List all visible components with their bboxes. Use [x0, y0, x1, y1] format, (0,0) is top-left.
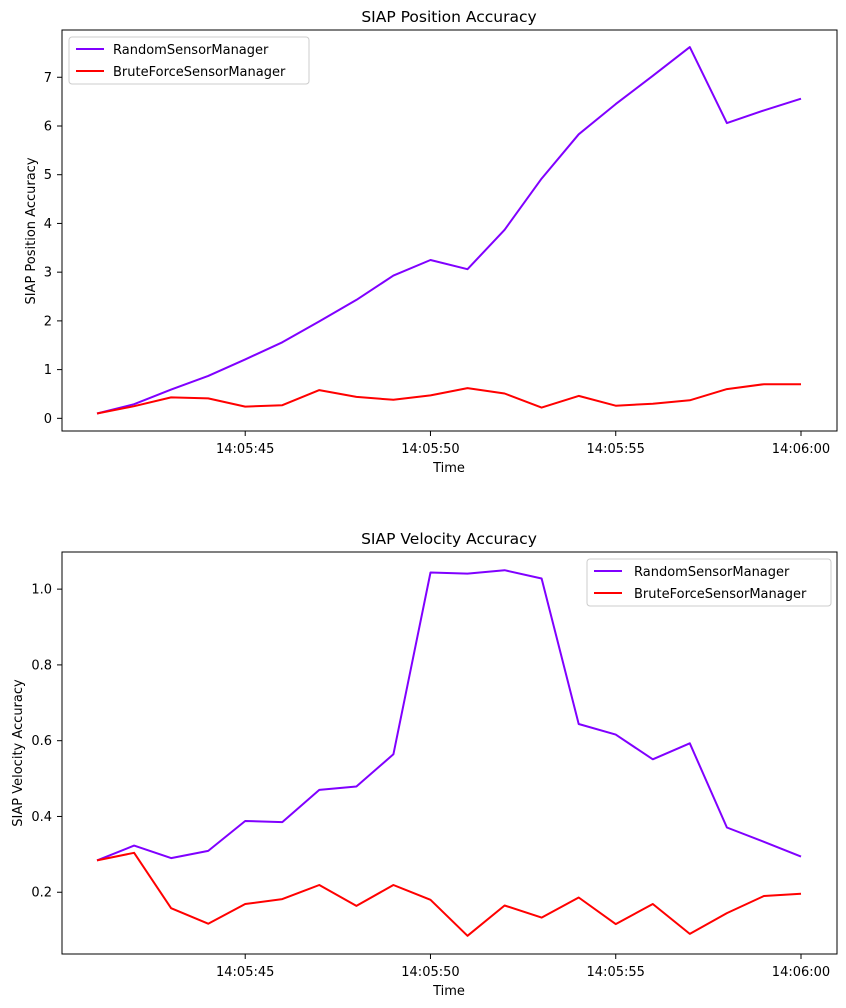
x-tick-label: 14:06:00: [772, 965, 830, 980]
y-tick-label: 0.8: [31, 658, 52, 673]
series-line-random: [96, 46, 802, 415]
series-line-bruteforce: [96, 851, 802, 937]
y-tick-label: 4: [44, 217, 52, 232]
legend-label-bruteforce: BruteForceSensorManager: [634, 587, 807, 602]
legend-frame: [586, 558, 832, 607]
plot-area: [61, 29, 838, 432]
y-tick-label: 1: [44, 363, 52, 378]
position-accuracy-chart: SIAP Position Accuracy 0 1 2 3 4 5 6 7 14:05:45…: [24, 8, 838, 476]
chart-title: SIAP Velocity Accuracy: [361, 530, 537, 548]
legend-frame: [68, 36, 310, 85]
plot-area: [61, 551, 838, 955]
velocity-accuracy-chart: SIAP Velocity Accuracy 0.2 0.4 0.6 0.8 1.0 1…: [11, 530, 838, 999]
y-tick-label: 3: [44, 266, 52, 281]
y-tick-label: 0.2: [31, 886, 52, 901]
x-tick-label: 14:05:50: [401, 965, 459, 980]
y-tick-label: 7: [44, 71, 52, 86]
legend: RandomSensorManager BruteForceSensorMana…: [68, 36, 310, 85]
y-tick-label: 6: [44, 119, 52, 134]
chart-title: SIAP Position Accuracy: [361, 8, 536, 26]
x-tick-label: 14:05:55: [587, 965, 645, 980]
y-axis-label: SIAP Velocity Accuracy: [11, 679, 26, 827]
y-tick-label: 0.4: [31, 810, 52, 825]
x-tick-label: 14:05:55: [587, 442, 645, 457]
y-tick-label: 0: [44, 412, 52, 427]
x-tick-label: 14:05:45: [216, 442, 274, 457]
y-tick-label: 5: [44, 168, 52, 183]
series-line-random: [96, 569, 802, 862]
y-tick-label: 0.6: [31, 734, 52, 749]
x-axis-label: Time: [432, 461, 465, 476]
x-tick-label: 14:05:50: [401, 442, 459, 457]
series-line-bruteforce: [96, 383, 801, 415]
y-tick-label: 1.0: [31, 583, 52, 598]
y-tick-label: 2: [44, 314, 52, 329]
legend-label-random: RandomSensorManager: [113, 43, 269, 58]
x-tick-label: 14:05:45: [216, 965, 274, 980]
legend-label-bruteforce: BruteForceSensorManager: [113, 65, 286, 80]
x-axis-label: Time: [432, 984, 465, 999]
x-tick-label: 14:06:00: [772, 442, 830, 457]
legend-label-random: RandomSensorManager: [634, 565, 790, 580]
y-axis-label: SIAP Position Accuracy: [24, 157, 39, 304]
legend: RandomSensorManager BruteForceSensorMana…: [586, 558, 832, 607]
